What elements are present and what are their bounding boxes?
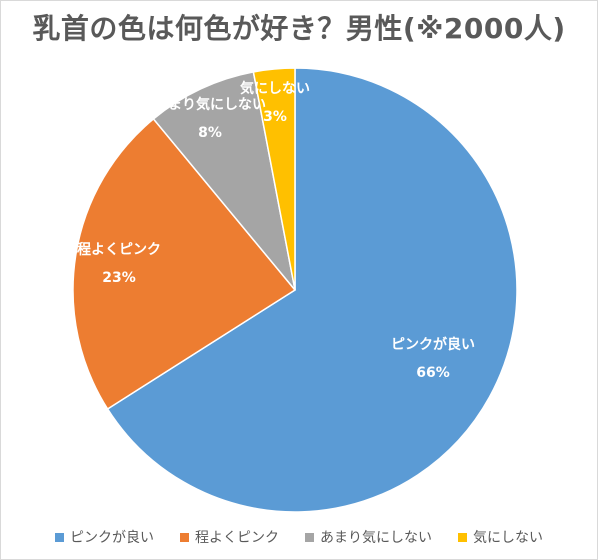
- slice-value-label-2: 23%: [102, 270, 136, 286]
- legend-label-4: 気にしない: [473, 530, 543, 546]
- legend-label-2: 程よくピンク: [195, 530, 279, 546]
- pie-slice-1: [106, 67, 518, 513]
- legend-swatch-3: [305, 532, 314, 542]
- legend-label-1: ピンクが良い: [70, 530, 154, 546]
- legend-item-1: ピンクが良い: [55, 527, 154, 547]
- pie-chart: ピンクが良い 66% 程よくピンク 23% あまり気にしない 8% 気にしない 3%: [72, 67, 518, 513]
- pie-slice-4: [252, 67, 296, 291]
- slice-category-label-4: 気にしない: [240, 80, 310, 97]
- legend-item-4: 気にしない: [458, 527, 543, 547]
- legend: ピンクが良い 程よくピンク あまり気にしない 気にしない: [1, 527, 597, 547]
- legend-swatch-4: [458, 532, 467, 542]
- legend-swatch-2: [180, 532, 189, 542]
- pie-slice-3: [152, 71, 296, 291]
- slice-category-label-3: あまり気にしない: [154, 96, 266, 113]
- slice-value-label-1: 66%: [416, 365, 450, 381]
- slice-category-label-2: 程よくピンク: [77, 242, 161, 258]
- chart-title: 乳首の色は何色が好き？男性(※2000人): [32, 12, 566, 45]
- slice-value-label-3: 8%: [198, 125, 222, 141]
- slice-value-label-4: 3%: [263, 109, 287, 125]
- pie-slice-2: [72, 117, 297, 410]
- legend-label-3: あまり気にしない: [320, 530, 432, 546]
- legend-item-2: 程よくピンク: [180, 527, 279, 547]
- legend-swatch-1: [55, 532, 64, 542]
- legend-item-3: あまり気にしない: [305, 527, 432, 547]
- slice-category-label-1: ピンクが良い: [391, 336, 475, 353]
